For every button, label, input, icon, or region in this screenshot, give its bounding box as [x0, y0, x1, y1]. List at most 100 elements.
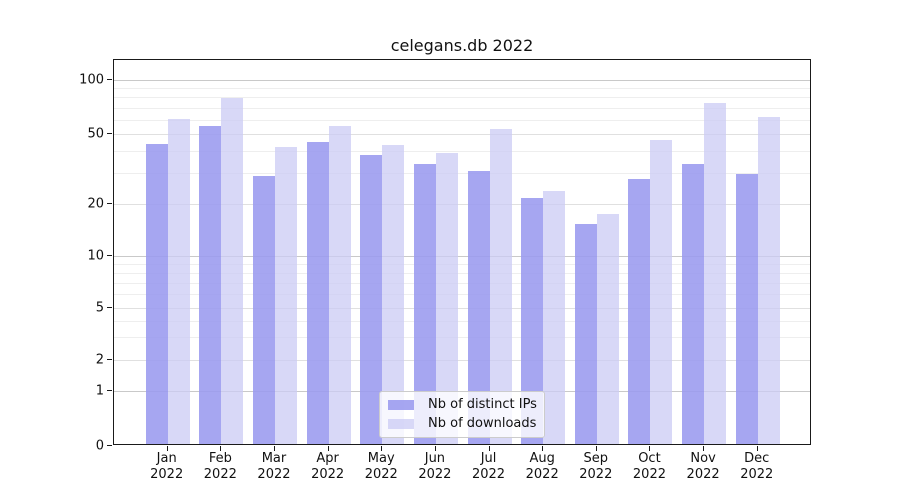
bar-distinct-ips-nov	[682, 163, 705, 444]
x-tick-month: Jul	[480, 451, 497, 466]
x-tick-year: 2022	[632, 467, 666, 482]
y-tick-label: 20	[87, 196, 104, 211]
x-tick-year: 2022	[364, 467, 398, 482]
x-tick-year: 2022	[579, 467, 613, 482]
bar-downloads-aug	[543, 191, 566, 444]
y-tick-mark	[107, 359, 112, 360]
bar-distinct-ips-dec	[735, 173, 758, 444]
x-tick-year: 2022	[150, 467, 184, 482]
major-gridline	[114, 80, 810, 81]
bar-downloads-mar	[274, 147, 297, 444]
minor-gridline	[114, 97, 810, 99]
bar-downloads-jun	[435, 152, 458, 444]
x-tick-label: Oct 2022	[617, 451, 681, 483]
plot-area	[113, 59, 811, 445]
major-gridline	[114, 204, 810, 205]
bar-distinct-ips-apr	[306, 141, 329, 444]
bar-distinct-ips-jun	[413, 163, 436, 444]
y-tick-label: 1	[95, 383, 104, 398]
x-tick-label: Dec 2022	[725, 451, 789, 483]
x-tick-label: May 2022	[349, 451, 413, 483]
bar-downloads-jan	[167, 119, 190, 444]
legend-swatch-downloads	[388, 419, 414, 429]
x-tick-mark	[327, 446, 329, 451]
minor-gridline	[114, 263, 810, 265]
x-tick-mark	[434, 446, 436, 451]
x-tick-year: 2022	[686, 467, 720, 482]
y-tick-mark	[107, 390, 112, 391]
y-tick-mark	[107, 79, 112, 80]
y-tick-label: 2	[95, 352, 104, 367]
legend-label-downloads: Nb of downloads	[428, 416, 537, 431]
minor-gridline	[114, 320, 810, 322]
x-tick-mark	[595, 446, 597, 451]
bar-distinct-ips-sep	[574, 223, 597, 444]
x-tick-year: 2022	[525, 467, 559, 482]
x-tick-label: Jul 2022	[457, 451, 521, 483]
x-tick-label: Sep 2022	[564, 451, 628, 483]
bar-distinct-ips-feb	[199, 126, 222, 444]
x-tick-month: Dec	[744, 451, 770, 466]
bar-downloads-may	[382, 145, 405, 444]
minor-gridline	[114, 336, 810, 338]
minor-gridline	[114, 107, 810, 109]
y-tick-label: 100	[79, 72, 104, 87]
major-gridline	[114, 256, 810, 257]
y-tick-label: 0	[95, 438, 104, 453]
y-tick-mark	[107, 203, 112, 204]
legend-swatch-distinct-ips	[388, 400, 414, 410]
bar-distinct-ips-jul	[467, 171, 490, 444]
x-tick-label: Mar 2022	[242, 451, 306, 483]
minor-gridline	[114, 151, 810, 153]
x-tick-month: Nov	[690, 451, 716, 466]
minor-gridline	[114, 119, 810, 121]
x-tick-month: Mar	[261, 451, 287, 466]
major-gridline	[114, 134, 810, 135]
x-tick-mark	[649, 446, 651, 451]
chart-title: celegans.db 2022	[390, 36, 534, 55]
bar-downloads-dec	[757, 116, 780, 444]
x-tick-mark	[542, 446, 544, 451]
bar-downloads-oct	[650, 140, 673, 444]
legend-label-distinct-ips: Nb of distinct IPs	[428, 397, 537, 412]
x-tick-mark	[703, 446, 705, 451]
bar-downloads-apr	[328, 126, 351, 444]
legend: Nb of distinct IPs Nb of downloads	[379, 391, 545, 438]
minor-gridline	[114, 173, 810, 175]
y-tick-mark	[107, 445, 112, 446]
x-tick-month: Oct	[638, 451, 661, 466]
x-tick-label: Aug 2022	[510, 451, 574, 483]
bar-distinct-ips-oct	[628, 179, 651, 444]
x-tick-month: May	[367, 451, 395, 466]
x-tick-mark	[166, 446, 168, 451]
x-tick-label: Nov 2022	[671, 451, 735, 483]
bar-downloads-jul	[489, 128, 512, 444]
x-tick-month: Sep	[583, 451, 609, 466]
bar-distinct-ips-may	[360, 155, 383, 444]
major-gridline	[114, 308, 810, 309]
x-tick-mark	[756, 446, 758, 451]
x-tick-year: 2022	[257, 467, 291, 482]
x-tick-month: Jun	[424, 451, 446, 466]
bar-distinct-ips-jan	[145, 143, 168, 444]
x-tick-month: Feb	[208, 451, 232, 466]
x-tick-mark	[381, 446, 383, 451]
x-tick-mark	[273, 446, 275, 451]
x-tick-month: Apr	[316, 451, 339, 466]
minor-gridline	[114, 88, 810, 90]
legend-row: Nb of distinct IPs	[388, 397, 537, 412]
x-tick-year: 2022	[471, 467, 506, 482]
bar-downloads-nov	[704, 102, 727, 444]
bar-distinct-ips-aug	[521, 198, 544, 444]
bar-distinct-ips-mar	[252, 176, 275, 444]
x-tick-year: 2022	[740, 467, 774, 482]
minor-gridline	[114, 272, 810, 274]
y-tick-mark	[107, 307, 112, 308]
x-tick-label: Jun 2022	[403, 451, 467, 483]
bar-downloads-sep	[596, 214, 619, 444]
minor-gridline	[114, 294, 810, 296]
y-tick-label: 5	[95, 300, 104, 315]
y-tick-label: 10	[87, 248, 104, 263]
x-tick-year: 2022	[311, 467, 345, 482]
